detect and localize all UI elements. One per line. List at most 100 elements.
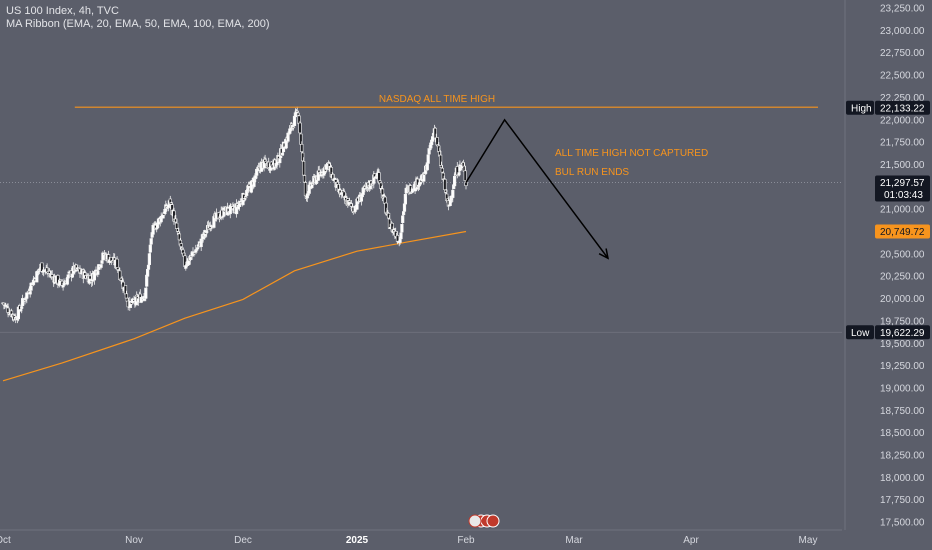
candle-body (96, 270, 100, 275)
price-tick-label: 22,750.00 (880, 48, 925, 59)
projection-arrow-head (598, 248, 610, 260)
price-tick-label: 22,500.00 (880, 71, 925, 82)
price-tick-label: 22,250.00 (880, 93, 925, 104)
annotation-note-2: BUL RUN ENDS (555, 167, 629, 178)
candle-body (401, 215, 405, 224)
price-tick-label: 18,000.00 (880, 473, 925, 484)
candle-body (195, 249, 199, 251)
candle-body (237, 203, 242, 207)
price-tick-label: 20,500.00 (880, 249, 925, 260)
time-tick-label: Oct (0, 535, 11, 546)
time-tick-label: Nov (125, 535, 143, 546)
ath-label[interactable]: NASDAQ ALL TIME HIGH (379, 94, 495, 105)
candle-body (403, 194, 408, 205)
candle-body (296, 112, 300, 116)
candle-body (349, 203, 354, 207)
candle-body (58, 279, 63, 282)
candle-body (301, 152, 305, 162)
candle-body (243, 198, 247, 200)
candle-body (144, 287, 148, 299)
price-tick-label: 17,750.00 (880, 495, 925, 506)
candle-body (193, 252, 197, 255)
candle-body (400, 224, 404, 233)
candle-body (359, 196, 364, 202)
countdown-tag: 01:03:43 (884, 190, 923, 201)
high-tag-label-bg (846, 100, 874, 115)
price-tick-label: 21,750.00 (880, 138, 925, 149)
candle-body (50, 274, 54, 278)
projection-arrow[interactable] (465, 118, 609, 259)
price-tick-label: 21,000.00 (880, 205, 925, 216)
candle-body (303, 182, 308, 197)
candle-body (175, 222, 179, 230)
candle-body (101, 252, 105, 261)
price-tick-label: 18,750.00 (880, 406, 925, 417)
price-tick-label: 19,500.00 (880, 339, 925, 350)
candle-body (180, 247, 184, 250)
indicator-title[interactable]: MA Ribbon (EMA, 20, EMA, 50, EMA, 100, E… (6, 18, 270, 30)
candle-body (399, 232, 403, 240)
flag-icon (468, 514, 482, 528)
high-tag-value-bg (875, 100, 930, 115)
ema-200-line (2, 230, 467, 382)
candle-body (451, 189, 455, 198)
price-tick-label: 20,000.00 (880, 294, 925, 305)
candle-body (443, 179, 447, 191)
price-tick-label: 20,250.00 (880, 272, 925, 283)
price-tick-label: 18,250.00 (880, 451, 925, 462)
candle-body (291, 126, 296, 128)
candle-body (452, 175, 457, 187)
candle-body (430, 136, 435, 142)
candle-body (146, 268, 150, 277)
candle-body (301, 161, 306, 176)
candle-body (99, 264, 103, 268)
price-tick-label: 19,000.00 (880, 384, 925, 395)
price-tick-label: 22,000.00 (880, 115, 925, 126)
high-tag-label: High (851, 103, 872, 114)
candle-body (176, 231, 181, 234)
low-tag-label: Low (851, 328, 870, 339)
candle-body (302, 175, 307, 183)
current-price-tag-bg (875, 175, 930, 202)
candle-body (428, 148, 432, 151)
high-tag-value: 22,133.22 (880, 103, 925, 114)
event-icon (486, 514, 500, 528)
candle-body (439, 165, 444, 168)
price-tick-label: 17,500.00 (880, 518, 925, 529)
candle-body (422, 172, 426, 182)
low-tag-label-bg (846, 325, 874, 340)
candle-body (166, 204, 171, 208)
candle-body (395, 235, 400, 242)
chart-legend: US 100 Index, 4h, TVC MA Ribbon (EMA, 20… (6, 5, 270, 31)
symbol-title[interactable]: US 100 Index, 4h, TVC (6, 5, 119, 17)
time-tick-label: Feb (457, 535, 475, 546)
candle-body (464, 182, 468, 186)
candle-body (311, 183, 315, 185)
candle-body (159, 215, 163, 223)
candle-body (147, 253, 152, 266)
current-price-tag: 21,297.57 (880, 178, 925, 189)
candle-body (230, 204, 234, 207)
ema-tag-bg (875, 224, 930, 239)
candle-body (29, 282, 33, 291)
low-tag-value: 19,622.29 (880, 328, 925, 339)
candle-body (440, 167, 444, 173)
low-tag-value-bg (875, 325, 930, 340)
price-tick-label: 19,750.00 (880, 316, 925, 327)
time-tick-label: Apr (683, 535, 699, 546)
time-tick-label: 2025 (346, 535, 369, 546)
candle-body (306, 194, 310, 196)
candle-body (179, 243, 183, 247)
candle-body (174, 218, 178, 223)
candle-body (217, 217, 222, 220)
candle-body (244, 196, 248, 198)
candle-body (380, 188, 385, 199)
price-tick-label: 19,250.00 (880, 361, 925, 372)
candle-body (151, 225, 155, 235)
candle-body (149, 238, 153, 245)
candle-body (433, 127, 437, 139)
candle-body (146, 264, 151, 270)
